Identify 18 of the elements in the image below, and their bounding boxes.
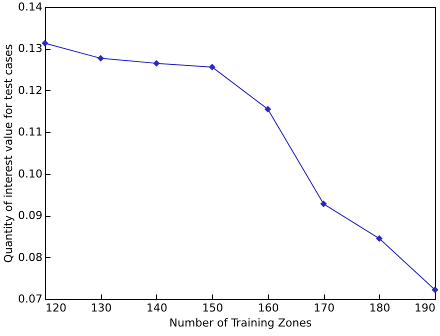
- y-tick-label: 0.08: [18, 250, 42, 264]
- y-axis-title: Quantity of interest value for test cases: [2, 44, 16, 263]
- y-tick-label: 0.10: [18, 167, 42, 180]
- x-tick-label: 150: [202, 302, 224, 314]
- y-tick-label: 0.07: [18, 292, 42, 306]
- x-tick-label: 130: [90, 302, 112, 314]
- y-tick-label: 0.14: [18, 0, 42, 14]
- x-axis-title: Number of Training Zones: [169, 316, 312, 330]
- x-tick-label: 180: [369, 302, 390, 314]
- x-tick-label: 190: [414, 302, 436, 314]
- x-tick-label: 120: [46, 302, 66, 314]
- x-tick-label: 140: [146, 302, 168, 314]
- x-tick-label: 160: [258, 302, 279, 314]
- y-tick-label: 0.09: [18, 209, 42, 222]
- y-tick-label: 0.12: [18, 84, 42, 97]
- x-tick-label: 170: [314, 302, 335, 314]
- y-tick-label: 0.11: [18, 126, 42, 139]
- y-tick-label: 0.13: [18, 42, 42, 56]
